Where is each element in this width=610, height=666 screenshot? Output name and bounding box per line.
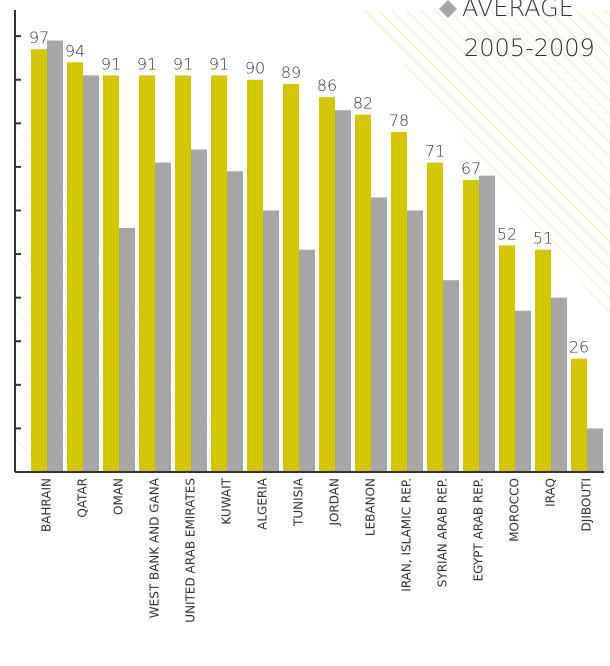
bar	[299, 249, 315, 472]
bar	[67, 62, 83, 473]
bar	[515, 310, 531, 472]
bar	[443, 280, 459, 472]
x-tick-label: JORDAN	[328, 478, 342, 527]
bar	[103, 75, 119, 473]
bar	[535, 249, 551, 472]
bar	[479, 175, 495, 473]
bar	[551, 297, 567, 472]
bar	[335, 110, 351, 472]
value-label: 91	[101, 54, 121, 73]
bar	[191, 149, 207, 473]
x-tick-label: ALGERIA	[256, 477, 270, 530]
value-label: 71	[425, 142, 445, 161]
x-tick-label: UNITED ARAB EMIRATES	[184, 478, 198, 623]
x-tick-label: TUNISIA	[292, 477, 306, 527]
bar	[47, 40, 63, 473]
legend-label: AVERAGE	[462, 0, 574, 22]
x-tick-label: LEBANON	[364, 478, 378, 536]
value-label: 97	[29, 28, 49, 47]
x-tick-label: OMAN	[112, 478, 126, 515]
bar	[211, 75, 227, 473]
x-tick-label: WEST BANK AND GANA	[148, 477, 162, 618]
value-label: 90	[245, 59, 265, 78]
value-label: 82	[353, 94, 373, 113]
bar	[263, 210, 279, 472]
bar	[119, 227, 135, 472]
background-hatch	[360, 10, 610, 320]
x-tick-label: IRAQ	[544, 478, 558, 507]
x-tick-label: BAHRAIN	[40, 478, 54, 532]
bar	[227, 171, 243, 472]
value-label: 78	[389, 111, 409, 130]
bar	[247, 79, 263, 473]
x-tick-label: KUWAIT	[220, 477, 234, 524]
bar	[587, 428, 603, 472]
x-tick-label: MOROCCO	[508, 478, 522, 542]
value-label: 51	[533, 229, 553, 248]
bar	[155, 162, 171, 472]
bar	[427, 162, 443, 472]
x-tick-label: SYRIAN ARAB REP.	[436, 478, 450, 587]
bar	[83, 75, 99, 473]
bar	[355, 114, 371, 473]
x-tick-label: IRAN, ISLAMIC REP.	[400, 478, 414, 592]
value-label: 67	[461, 159, 481, 178]
value-label: 26	[569, 338, 589, 357]
x-tick-label: QATAR	[76, 478, 90, 518]
legend-note: 2005-2009	[464, 34, 595, 62]
value-label: 91	[209, 54, 229, 73]
bar	[139, 75, 155, 473]
legend-marker	[439, 0, 457, 18]
value-label: 86	[317, 76, 337, 95]
legend: AVERAGE 2005-2009	[439, 0, 595, 62]
value-label: 91	[137, 54, 157, 73]
bar	[31, 49, 47, 473]
x-tick-label: DJIBOUTI	[580, 478, 594, 531]
bar	[571, 358, 587, 472]
value-label: 89	[281, 63, 301, 82]
bar	[175, 75, 191, 473]
bar	[407, 210, 423, 472]
bar	[319, 97, 335, 473]
bar	[283, 84, 299, 473]
value-label: 52	[497, 224, 517, 243]
value-label: 94	[65, 41, 85, 60]
value-label: 91	[173, 54, 193, 73]
bar	[499, 245, 515, 472]
bar	[371, 197, 387, 472]
x-tick-label: EGYPT ARAB REP.	[472, 478, 486, 581]
bar	[391, 132, 407, 473]
bar	[463, 179, 479, 472]
